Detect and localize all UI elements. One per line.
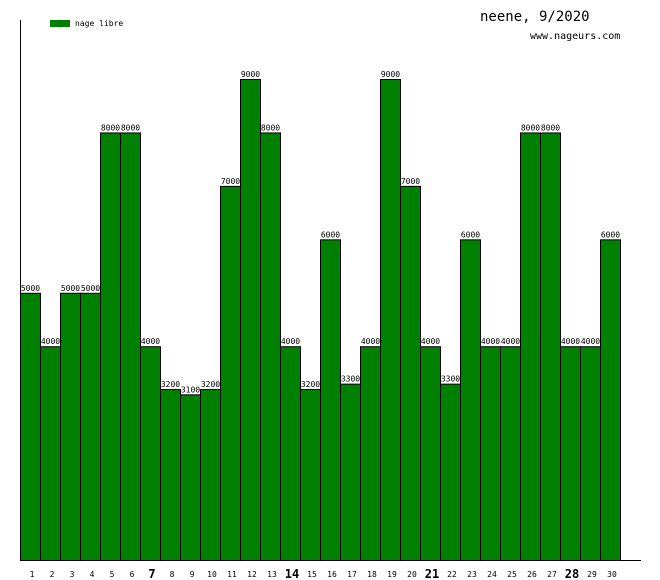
value-label-day-8: 3200 [161, 380, 180, 389]
bar-day-27 [540, 132, 561, 561]
x-tick-label-12: 12 [247, 570, 257, 579]
value-label-day-5: 8000 [101, 123, 120, 132]
bar-day-1 [20, 292, 41, 561]
value-label-day-6: 8000 [121, 123, 140, 132]
x-tick-label-6: 6 [130, 570, 135, 579]
bar-day-18 [360, 346, 381, 561]
value-label-day-18: 4000 [361, 337, 380, 346]
value-label-day-7: 4000 [141, 337, 160, 346]
x-tick-label-16: 16 [327, 570, 337, 579]
bar-day-25 [500, 346, 521, 561]
x-tick-label-5: 5 [110, 570, 115, 579]
x-tick-label-19: 19 [387, 570, 397, 579]
bars-group [20, 79, 621, 562]
bar-day-17 [340, 383, 361, 561]
x-tick-label-17: 17 [347, 570, 357, 579]
value-label-day-9: 3100 [181, 385, 200, 394]
x-tick-label-10: 10 [207, 570, 217, 579]
bar-day-6 [120, 132, 141, 561]
bar-day-15 [300, 388, 321, 561]
x-tick-label-13: 13 [267, 570, 277, 579]
bar-day-16 [320, 239, 341, 561]
bar-day-13 [260, 132, 281, 561]
value-label-day-1: 5000 [21, 284, 40, 293]
bar-day-30 [600, 239, 621, 561]
value-label-day-21: 4000 [421, 337, 440, 346]
value-label-day-16: 6000 [321, 230, 340, 239]
bar-day-7 [140, 346, 161, 561]
x-tick-label-7: 7 [148, 567, 155, 580]
bar-day-8 [160, 388, 181, 561]
bar-day-4 [80, 292, 101, 561]
x-tick-label-21: 21 [425, 567, 439, 580]
value-label-day-17: 3300 [341, 375, 360, 384]
value-label-day-14: 4000 [281, 337, 300, 346]
value-label-day-22: 3300 [441, 375, 460, 384]
bar-day-19 [380, 79, 401, 561]
x-tick-labels-group: 1 2 3 4 5 6 7 8 9 10 11 12 13 14 15 16 17 18 19 20 21 22 23 24 2… [30, 567, 617, 580]
x-tick-label-30: 30 [607, 570, 617, 579]
value-label-day-3: 5000 [61, 284, 80, 293]
value-label-day-23: 6000 [461, 230, 480, 239]
x-tick-label-24: 24 [487, 570, 497, 579]
x-tick-label-20: 20 [407, 570, 417, 579]
value-label-day-19: 9000 [381, 70, 400, 79]
bar-day-24 [480, 346, 501, 561]
value-label-day-2: 4000 [41, 337, 60, 346]
chart-title: neene, 9/2020 [480, 9, 590, 25]
value-label-day-4: 5000 [81, 284, 100, 293]
value-label-day-29: 4000 [581, 337, 600, 346]
value-label-day-12: 9000 [241, 70, 260, 79]
x-tick-label-1: 1 [30, 570, 35, 579]
value-label-day-13: 8000 [261, 123, 280, 132]
bar-day-9 [180, 394, 201, 562]
value-label-day-30: 6000 [601, 230, 620, 239]
bar-day-21 [420, 346, 441, 561]
bar-day-10 [200, 388, 221, 561]
bar-day-2 [40, 346, 61, 561]
legend-swatch [50, 19, 70, 27]
bar-day-28 [560, 346, 581, 561]
bar-day-11 [220, 185, 241, 561]
bar-day-14 [280, 346, 301, 561]
x-tick-label-14: 14 [285, 567, 299, 580]
x-tick-label-9: 9 [190, 570, 195, 579]
x-tick-label-18: 18 [367, 570, 377, 579]
x-tick-label-25: 25 [507, 570, 517, 579]
bar-day-29 [580, 346, 601, 561]
legend: nage libre [50, 17, 123, 29]
bar-day-3 [60, 292, 81, 561]
legend-label: nage libre [75, 18, 124, 28]
value-label-day-26: 8000 [521, 123, 540, 132]
value-label-day-20: 7000 [401, 177, 420, 186]
value-label-day-25: 4000 [501, 337, 520, 346]
site-url: www.nageurs.com [530, 31, 621, 42]
value-label-day-11: 7000 [221, 177, 240, 186]
x-tick-label-29: 29 [587, 570, 597, 579]
x-tick-label-15: 15 [307, 570, 317, 579]
x-tick-label-22: 22 [447, 570, 457, 579]
x-tick-label-27: 27 [547, 570, 557, 579]
bar-day-5 [100, 132, 121, 561]
x-tick-label-28: 28 [565, 567, 579, 580]
bar-day-12 [240, 79, 261, 561]
x-tick-label-2: 2 [50, 570, 55, 579]
value-label-day-10: 3200 [201, 380, 220, 389]
x-tick-label-3: 3 [70, 570, 75, 579]
value-label-day-15: 3200 [301, 380, 320, 389]
x-tick-label-8: 8 [170, 570, 175, 579]
bar-day-23 [460, 239, 481, 561]
value-label-day-28: 4000 [561, 337, 580, 346]
bar-day-22 [440, 383, 461, 561]
x-tick-label-4: 4 [90, 570, 95, 579]
value-label-day-27: 8000 [541, 123, 560, 132]
x-tick-label-26: 26 [527, 570, 537, 579]
x-tick-label-11: 11 [227, 570, 237, 579]
bar-day-26 [520, 132, 541, 561]
bar-day-20 [400, 185, 421, 561]
x-tick-label-23: 23 [467, 570, 477, 579]
value-label-day-24: 4000 [481, 337, 500, 346]
